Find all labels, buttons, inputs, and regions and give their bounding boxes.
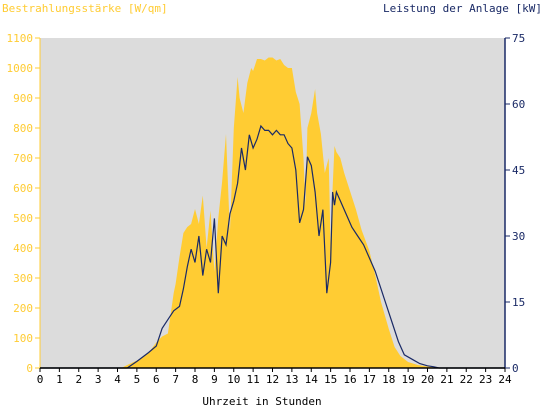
left-tick-label: 500 <box>13 212 33 225</box>
left-axis-title: Bestrahlungsstärke [W/qm] <box>2 2 168 15</box>
x-tick-label: 8 <box>192 373 199 386</box>
right-tick-label: 60 <box>512 98 525 111</box>
irradiance-area <box>40 57 505 368</box>
x-tick-label: 17 <box>363 373 376 386</box>
power-line <box>40 124 505 369</box>
right-tick-label: 0 <box>512 362 519 375</box>
left-tick-label: 300 <box>13 272 33 285</box>
left-tick-label: 100 <box>13 332 33 345</box>
x-tick-label: 22 <box>460 373 473 386</box>
x-tick-label: 4 <box>114 373 121 386</box>
right-tick-label: 30 <box>512 230 525 243</box>
left-tick-label: 400 <box>13 242 33 255</box>
x-tick-label: 23 <box>479 373 492 386</box>
left-tick-label: 600 <box>13 182 33 195</box>
x-tick-label: 0 <box>37 373 44 386</box>
right-tick-label: 15 <box>512 296 525 309</box>
x-tick-label: 20 <box>421 373 434 386</box>
left-tick-label: 900 <box>13 92 33 105</box>
x-tick-label: 19 <box>402 373 415 386</box>
left-tick-label: 0 <box>26 362 33 375</box>
x-tick-label: 13 <box>285 373 298 386</box>
x-tick-label: 21 <box>440 373 453 386</box>
left-tick-label: 1100 <box>7 32 34 45</box>
right-tick-label: 75 <box>512 32 525 45</box>
left-tick-label: 1000 <box>7 62 34 75</box>
x-tick-label: 1 <box>56 373 63 386</box>
x-tick-label: 9 <box>211 373 218 386</box>
x-tick-label: 2 <box>75 373 82 386</box>
x-tick-label: 15 <box>324 373 337 386</box>
x-tick-label: 3 <box>95 373 102 386</box>
left-tick-label: 700 <box>13 152 33 165</box>
x-tick-label: 12 <box>266 373 279 386</box>
left-tick-label: 800 <box>13 122 33 135</box>
right-axis-title: Leistung der Anlage [kW] <box>383 2 542 15</box>
left-tick-label: 200 <box>13 302 33 315</box>
x-tick-label: 7 <box>172 373 179 386</box>
x-tick-label: 5 <box>134 373 141 386</box>
x-tick-label: 10 <box>227 373 240 386</box>
right-tick-label: 45 <box>512 164 525 177</box>
x-tick-label: 16 <box>343 373 356 386</box>
x-tick-label: 11 <box>247 373 260 386</box>
x-tick-label: 14 <box>305 373 319 386</box>
x-tick-label: 18 <box>382 373 395 386</box>
x-tick-label: 6 <box>153 373 160 386</box>
x-tick-label: 24 <box>498 373 512 386</box>
x-axis-title: Uhrzeit in Stunden <box>202 395 321 408</box>
